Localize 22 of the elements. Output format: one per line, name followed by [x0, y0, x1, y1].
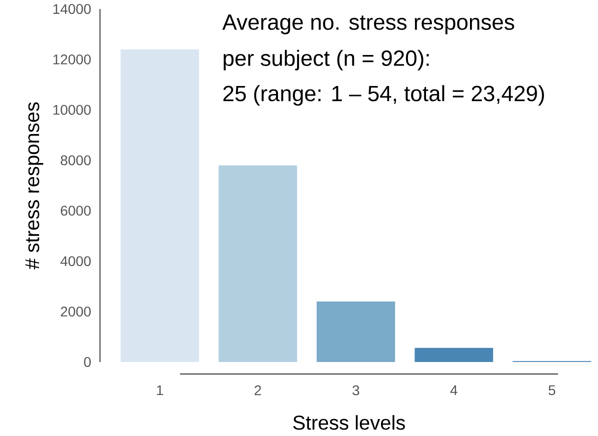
y-tick-label: 6000 [60, 206, 91, 216]
annotation: 25 (range: 1 – 54, total = 23,429) [223, 85, 544, 106]
annotation: Average no. stress responses [222, 14, 514, 34]
bar [120, 49, 200, 362]
bar [218, 165, 298, 362]
y-tick-label: 4000 [60, 256, 91, 266]
y-tick-label: 2000 [60, 306, 91, 317]
y-tick-label: 8000 [60, 155, 91, 166]
bar [316, 301, 396, 362]
x-tick-label: 3 [352, 385, 360, 396]
x-tick-label: 4 [450, 385, 458, 396]
x-tick-label: 1 [156, 385, 163, 396]
x-tick-label: 2 [254, 385, 262, 396]
x-axis-title: Stress levels [293, 415, 405, 430]
bar [414, 348, 494, 362]
x-tick-label: 5 [548, 385, 556, 396]
y-tick-label: 0 [84, 357, 91, 367]
annotation: per subject (n = 920): [224, 50, 429, 70]
y-tick-label: 14000 [53, 4, 91, 14]
y-tick-label: 12000 [53, 54, 91, 64]
y-tick-label: 10000 [53, 104, 91, 115]
y-axis-title: # stress responses [25, 102, 44, 270]
